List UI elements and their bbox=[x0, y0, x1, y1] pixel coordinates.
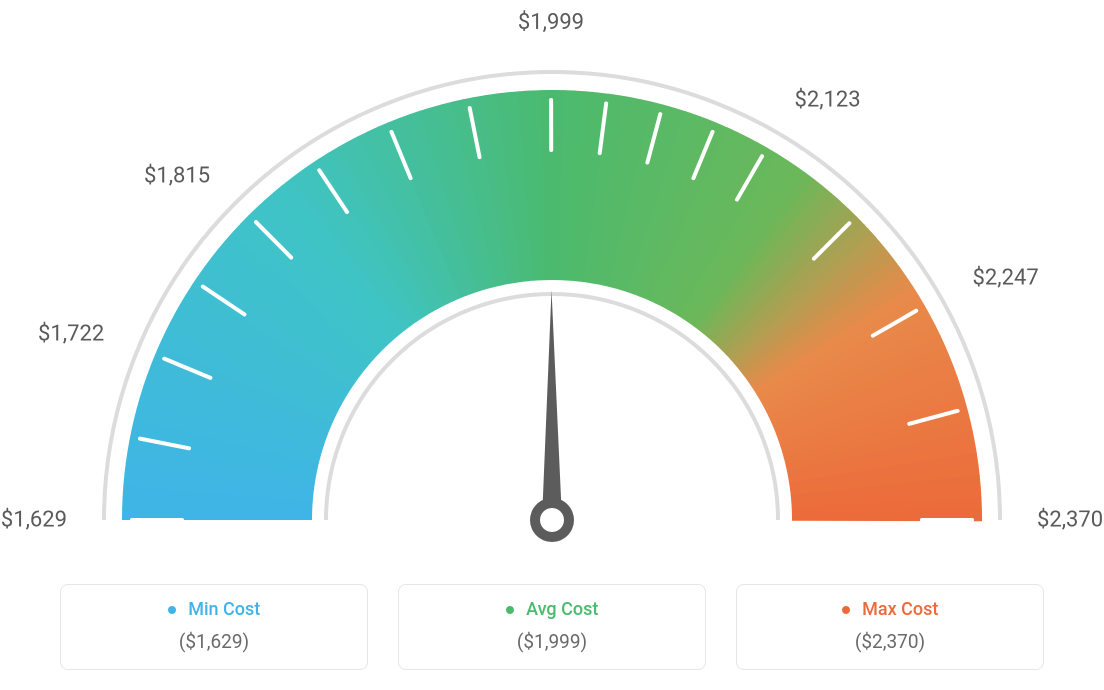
min-cost-card: Min Cost ($1,629) bbox=[60, 584, 368, 670]
min-dot-icon bbox=[168, 606, 176, 614]
max-cost-title: Max Cost bbox=[747, 599, 1033, 620]
gauge-tick-label: $1,722 bbox=[38, 321, 104, 346]
avg-cost-value: ($1,999) bbox=[409, 630, 695, 653]
gauge-tick-label: $1,999 bbox=[518, 10, 584, 35]
min-cost-title-text: Min Cost bbox=[188, 599, 260, 620]
gauge-svg bbox=[0, 0, 1104, 560]
max-dot-icon bbox=[842, 606, 850, 614]
gauge-tick-label: $2,370 bbox=[1037, 508, 1103, 533]
avg-cost-title-text: Avg Cost bbox=[526, 599, 598, 620]
gauge-tick-label: $2,247 bbox=[973, 266, 1039, 291]
max-cost-title-text: Max Cost bbox=[862, 599, 938, 620]
avg-cost-title: Avg Cost bbox=[409, 599, 695, 620]
max-cost-card: Max Cost ($2,370) bbox=[736, 584, 1044, 670]
gauge-area: $1,629 $1,722 $1,815 $1,999 $2,123 $2,247 $2,3… bbox=[0, 0, 1104, 560]
min-cost-value: ($1,629) bbox=[71, 630, 357, 653]
gauge-tick-label: $1,815 bbox=[144, 163, 210, 188]
gauge-tick-label: $1,629 bbox=[1, 508, 67, 533]
min-cost-title: Min Cost bbox=[71, 599, 357, 620]
max-cost-value: ($2,370) bbox=[747, 630, 1033, 653]
gauge-chart-container: $1,629 $1,722 $1,815 $1,999 $2,123 $2,247 $2,3… bbox=[0, 0, 1104, 690]
avg-dot-icon bbox=[506, 606, 514, 614]
legend-cards: Min Cost ($1,629) Avg Cost ($1,999) Max … bbox=[60, 584, 1044, 670]
gauge-tick-label: $2,123 bbox=[795, 87, 861, 112]
avg-cost-card: Avg Cost ($1,999) bbox=[398, 584, 706, 670]
